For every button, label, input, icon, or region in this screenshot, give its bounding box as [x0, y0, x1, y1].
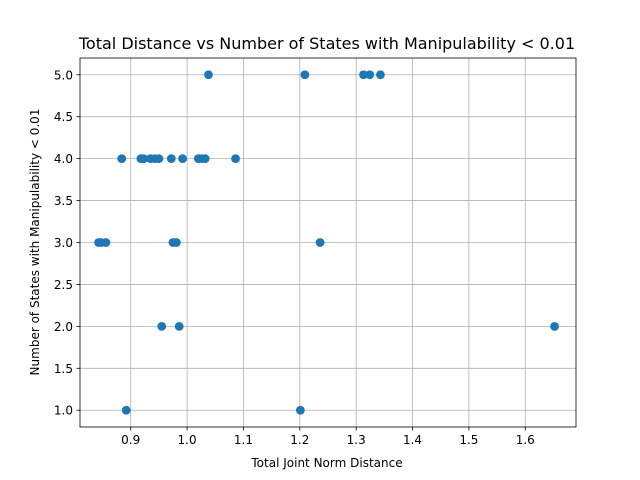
data-point [157, 321, 167, 331]
x-tick-label: 1.0 [178, 433, 197, 447]
y-tick-label: 3.0 [54, 236, 73, 250]
data-point [139, 154, 149, 164]
chart-title: Total Distance vs Number of States with … [78, 34, 575, 53]
data-point [231, 154, 240, 164]
data-point [171, 238, 181, 247]
y-tick-label: 4.5 [54, 110, 73, 124]
y-tick-label: 2.5 [54, 278, 73, 292]
data-point [359, 70, 368, 80]
data-point [204, 70, 213, 80]
y-tick-label: 3.5 [54, 194, 73, 208]
x-tick-label: 0.9 [121, 433, 140, 447]
data-point [365, 70, 375, 80]
x-axis-label: Total Joint Norm Distance [250, 456, 402, 470]
y-tick-label: 1.5 [54, 362, 73, 376]
data-point [200, 154, 210, 164]
data-point [166, 154, 176, 164]
x-tick-label: 1.6 [516, 433, 535, 447]
data-point [101, 238, 111, 247]
data-point [174, 321, 184, 331]
data-point [300, 70, 310, 80]
data-point [121, 405, 131, 415]
x-tick-label: 1.2 [290, 433, 309, 447]
grid-lines [80, 58, 576, 427]
data-points [94, 70, 559, 415]
x-axis-ticks: 0.9 1.0 1.1 1.2 1.3 1.4 1.5 1.6 [121, 427, 535, 447]
data-point [295, 405, 305, 415]
data-point [550, 321, 559, 331]
y-tick-label: 5.0 [54, 68, 73, 82]
y-axis-label: Number of States with Manipulability < 0… [28, 109, 42, 376]
y-tick-label: 1.0 [54, 404, 73, 418]
data-point [315, 238, 325, 247]
data-point [117, 154, 127, 164]
y-axis-ticks: 1.0 1.5 2.0 2.5 3.0 3.5 4.0 4.5 5.0 [54, 68, 80, 418]
data-point [376, 70, 385, 80]
data-point [154, 154, 164, 164]
x-tick-label: 1.4 [403, 433, 422, 447]
data-point [178, 154, 187, 164]
y-tick-label: 2.0 [54, 320, 73, 334]
y-tick-label: 4.0 [54, 152, 73, 166]
x-tick-label: 1.3 [347, 433, 366, 447]
x-tick-label: 1.5 [459, 433, 478, 447]
x-tick-label: 1.1 [234, 433, 253, 447]
